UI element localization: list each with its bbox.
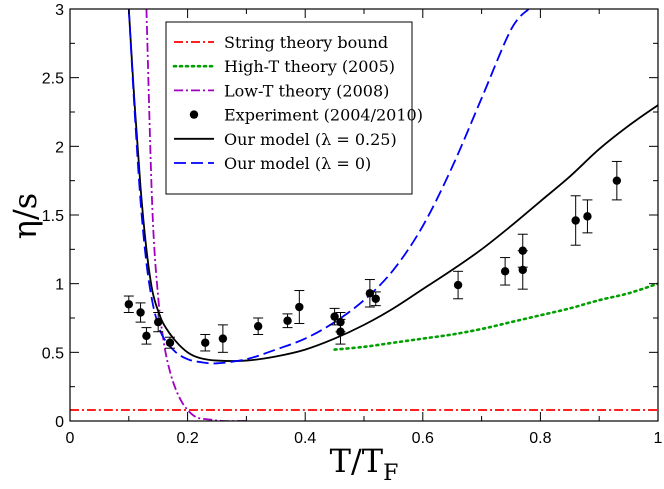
legend-label-4: Our model (λ = 0.25) <box>224 130 397 149</box>
experiment-point <box>612 176 622 185</box>
x-tick-label: 0.2 <box>176 430 198 447</box>
experiment-point <box>365 289 375 298</box>
x-axis-title: T/TF <box>330 442 399 486</box>
experiment-point <box>583 212 592 221</box>
y-tick-label: 1 <box>55 277 64 294</box>
x-tick-label: 0 <box>66 430 75 447</box>
legend-label-2: Low-T theory (2008) <box>224 81 389 100</box>
y-tick-label: 3 <box>55 2 64 19</box>
experiment-point <box>330 312 339 321</box>
experiment-point <box>218 334 228 343</box>
experiment-point <box>295 302 304 312</box>
experiment-point <box>453 280 463 290</box>
experiment-point <box>500 267 510 276</box>
experiment-point <box>571 216 580 225</box>
series-line-2 <box>145 9 247 421</box>
y-tick-label: 1.5 <box>42 208 64 225</box>
experiment-point <box>201 338 210 347</box>
series-layer <box>70 9 658 421</box>
y-tick-label: 2.5 <box>42 71 64 88</box>
experiment-point <box>371 294 380 303</box>
points-layer <box>123 160 622 353</box>
experiment-point <box>518 265 527 275</box>
experiment-point <box>165 338 175 347</box>
y-axis-title: η/s <box>6 193 44 239</box>
y-tick-label: 2 <box>55 139 64 156</box>
experiment-point <box>253 322 263 331</box>
ticks-layer: 0 0.2 0.4 0.6 0.8 1 0 0.5 1 1.5 2 2.5 3 <box>42 2 663 447</box>
experiment-point <box>518 246 527 255</box>
legend-marker-3 <box>189 110 199 119</box>
y-tick-label: 0 <box>55 414 64 431</box>
legend: String theory bound High-T theory (2005) L… <box>165 21 423 195</box>
experiment-point <box>124 300 133 309</box>
legend-box <box>165 21 413 195</box>
experiment-point <box>283 316 292 325</box>
y-tick-label: 0.5 <box>42 345 64 362</box>
experiment-point <box>336 327 345 336</box>
experiment-point <box>142 331 151 341</box>
experiment-point <box>136 308 145 317</box>
legend-label-3: Experiment (2004/2010) <box>224 106 423 125</box>
legend-label-5: Our model (λ = 0) <box>224 154 371 173</box>
x-tick-label: 0.6 <box>412 430 434 447</box>
series-line-5 <box>127 9 530 365</box>
x-tick-label: 0.4 <box>294 430 316 447</box>
legend-label-1: High-T theory (2005) <box>224 57 395 76</box>
series-line-4 <box>127 9 658 362</box>
experiment-point <box>154 317 163 327</box>
x-tick-label: 0.8 <box>529 430 551 447</box>
legend-label-0: String theory bound <box>224 33 388 52</box>
series-line-1 <box>333 282 658 351</box>
x-tick-label: 1 <box>654 430 663 447</box>
